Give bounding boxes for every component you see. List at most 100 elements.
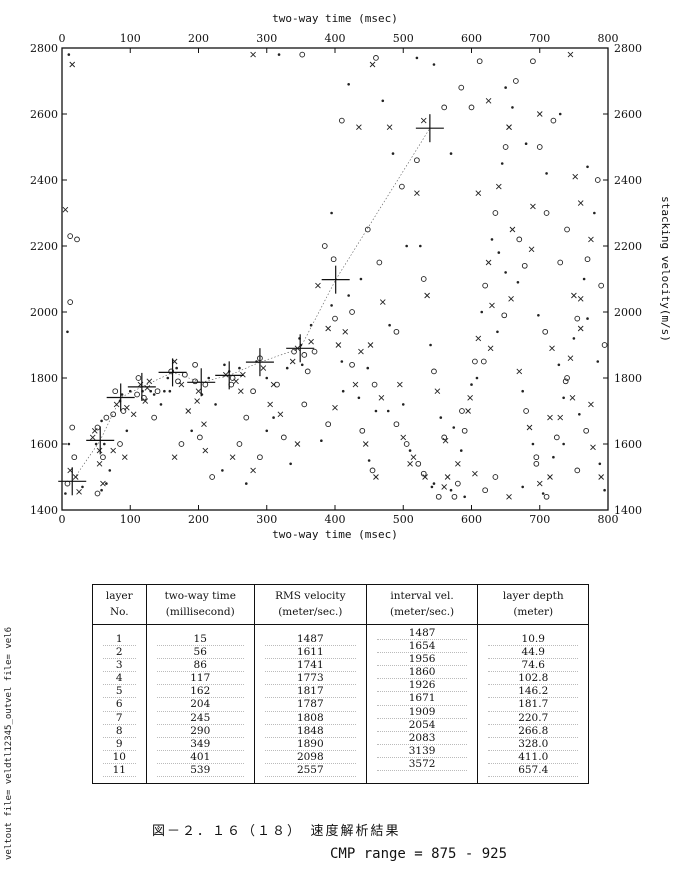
cross-stroke xyxy=(598,474,604,480)
table-cell: 328.0 xyxy=(488,738,578,751)
scatter-point-cross xyxy=(233,378,239,385)
scatter-point-circle xyxy=(455,480,461,487)
cross-stroke xyxy=(536,480,543,487)
cross-stroke xyxy=(96,460,103,467)
scatter-point-circle xyxy=(175,378,181,385)
scatter-point-circle xyxy=(359,427,366,434)
scatter-point-circle xyxy=(513,78,519,84)
header-line: two-way time xyxy=(164,590,236,602)
scatter-point-circle xyxy=(501,312,508,319)
table-cell: 2083 xyxy=(376,732,468,745)
x-tick-label-bottom: 200 xyxy=(188,513,209,526)
cross-stroke xyxy=(69,61,76,68)
cross-stroke xyxy=(100,480,106,487)
scatter-point-dot xyxy=(381,99,385,103)
scatter-point-dot xyxy=(405,244,408,248)
scatter-point-circle xyxy=(399,183,405,190)
scatter-point-dot xyxy=(103,442,106,446)
cross-stroke xyxy=(72,474,79,480)
cross-stroke xyxy=(308,338,314,345)
scatter-point-cross xyxy=(588,401,594,408)
cross-stroke xyxy=(547,474,553,480)
table-cell: 146.2 xyxy=(488,685,578,699)
scatter-point-dot xyxy=(341,389,345,393)
table-cell: 1654 xyxy=(376,640,468,654)
scatter-point-dot xyxy=(449,152,453,155)
scatter-point-cross xyxy=(315,282,321,289)
scatter-point-circle xyxy=(250,388,256,395)
cross-stroke xyxy=(572,173,579,180)
cross-stroke xyxy=(588,236,594,243)
x-tick-label-top: 600 xyxy=(461,32,482,45)
x-tick-label-bottom: 700 xyxy=(529,513,550,526)
table-cell: 401 xyxy=(156,751,244,764)
scatter-point-cross xyxy=(294,441,301,447)
scatter-point-circle xyxy=(594,177,601,183)
cross-stroke xyxy=(62,206,69,213)
scatter-point-dot xyxy=(159,403,163,406)
header-rms-velocity: RMS velocity (meter/sec.) xyxy=(253,584,367,625)
x-tick-label-top: 100 xyxy=(120,32,141,45)
table-cell: 56 xyxy=(156,646,244,660)
scatter-point-cross xyxy=(250,467,256,474)
velocity-pick-marker xyxy=(187,368,216,397)
cross-stroke xyxy=(222,371,229,378)
cross-stroke xyxy=(442,437,449,444)
scatter-point-cross xyxy=(142,398,149,404)
scatter-point-cross xyxy=(146,378,153,385)
scatter-point-circle xyxy=(192,378,198,385)
cross-stroke xyxy=(110,447,117,454)
scatter-point-dot xyxy=(531,442,535,446)
cross-stroke xyxy=(237,388,244,395)
scatter-point-dot xyxy=(149,389,153,393)
scatter-point-dot xyxy=(603,488,606,492)
scatter-point-cross xyxy=(202,447,209,454)
y-axis-label-right: stacking velocity(m/s) xyxy=(659,196,672,342)
velocity-pick-marker xyxy=(415,114,444,143)
scatter-point-cross xyxy=(267,401,273,408)
scatter-point-circle xyxy=(64,480,71,487)
cross-stroke xyxy=(414,190,420,197)
scatter-point-dot xyxy=(340,360,344,363)
x-axis-label-bottom: two-way time (msec) xyxy=(272,528,398,541)
scatter-point-circle xyxy=(393,421,400,428)
cross-stroke xyxy=(557,414,564,421)
velocity-pick-marker xyxy=(86,426,115,455)
scatter-point-dot xyxy=(578,413,581,416)
x-tick-label-top: 700 xyxy=(529,32,550,45)
scatter-point-cross xyxy=(528,246,535,253)
velocity-analysis-table: layer No. two-way time (millisecond) RMS… xyxy=(92,584,589,785)
cross-stroke xyxy=(508,295,514,302)
scatter-point-dot xyxy=(562,442,565,446)
scatter-point-circle xyxy=(476,58,483,65)
scatter-point-cross xyxy=(508,295,514,302)
scatter-point-dot xyxy=(207,376,211,380)
cross-stroke xyxy=(335,342,342,348)
scatter-point-circle xyxy=(67,233,74,239)
scatter-point-circle xyxy=(543,210,550,216)
scatter-point-dot xyxy=(459,449,463,452)
x-tick-label-top: 800 xyxy=(598,32,619,45)
scatter-point-dot xyxy=(586,317,589,320)
cross-stroke xyxy=(352,381,359,388)
x-tick-label-top: 0 xyxy=(59,32,66,45)
scatter-point-cross xyxy=(325,325,331,332)
scatter-point-circle xyxy=(564,375,570,381)
scatter-point-dot xyxy=(105,482,108,485)
scatter-point-dot xyxy=(289,462,292,466)
scatter-point-cross xyxy=(414,190,420,197)
scatter-point-circle xyxy=(338,117,345,124)
cross-stroke xyxy=(397,381,403,388)
cross-stroke xyxy=(240,371,246,378)
table-cell: 74.6 xyxy=(488,659,578,673)
plot-frame xyxy=(61,47,609,511)
scatter-point-dot xyxy=(359,277,363,281)
scatter-point-circle xyxy=(280,434,287,441)
cross-stroke xyxy=(487,345,494,352)
scatter-point-dot xyxy=(285,366,289,370)
table-cell: 3139 xyxy=(376,745,468,758)
figure-caption: 図－２．１６（１８） 速度解析結果 xyxy=(152,824,401,839)
cross-stroke xyxy=(367,342,374,348)
column-rms-velocity: 1487 1611 1741 1773 1817 1787 1808 1848 1890 2098… xyxy=(253,624,367,785)
table-cell: 7 xyxy=(103,712,136,725)
